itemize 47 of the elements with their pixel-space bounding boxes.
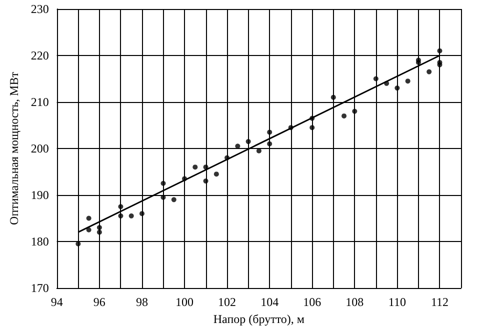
point [160, 180, 166, 186]
point [171, 197, 176, 202]
point [86, 227, 92, 232]
point [214, 172, 219, 177]
point [203, 164, 208, 170]
point [160, 194, 166, 200]
point [330, 94, 336, 100]
point [342, 113, 347, 118]
point [394, 86, 400, 91]
point [118, 213, 124, 218]
y-tick-label: 180 [30, 234, 49, 248]
x-tick-label: 106 [303, 295, 322, 309]
x-tick-label: 98 [136, 295, 148, 309]
point [96, 225, 102, 230]
point [267, 141, 272, 146]
x-tick-label: 104 [260, 295, 279, 309]
point [426, 69, 432, 74]
x-tick-label: 108 [346, 295, 364, 309]
y-tick-label: 220 [30, 48, 49, 62]
point [437, 48, 442, 54]
point [118, 204, 124, 210]
point [96, 230, 102, 235]
y-tick-label: 170 [30, 281, 49, 295]
point [128, 213, 134, 218]
y-tick-label: 230 [30, 2, 49, 16]
x-tick-label: 94 [50, 295, 63, 309]
point [437, 62, 442, 68]
x-tick-label: 112 [430, 295, 449, 309]
x-axis-title: Напор (брутто), м [213, 312, 305, 326]
point [352, 108, 358, 114]
point [86, 216, 92, 221]
x-tick-label: 96 [93, 295, 106, 309]
point [203, 178, 208, 184]
point [267, 130, 272, 135]
y-tick-label: 190 [30, 188, 49, 202]
y-tick-label: 200 [30, 142, 49, 156]
point [139, 211, 144, 216]
point [405, 78, 410, 84]
point [246, 139, 251, 144]
point [310, 125, 315, 130]
x-tick-label: 102 [218, 295, 236, 309]
x-tick-label: 100 [176, 295, 194, 309]
x-tick-label: 110 [388, 295, 406, 309]
point [373, 76, 378, 82]
y-axis-title: Оптимальная мощность, МВт [7, 71, 21, 225]
point [192, 164, 198, 170]
y-tick-label: 210 [30, 95, 49, 109]
